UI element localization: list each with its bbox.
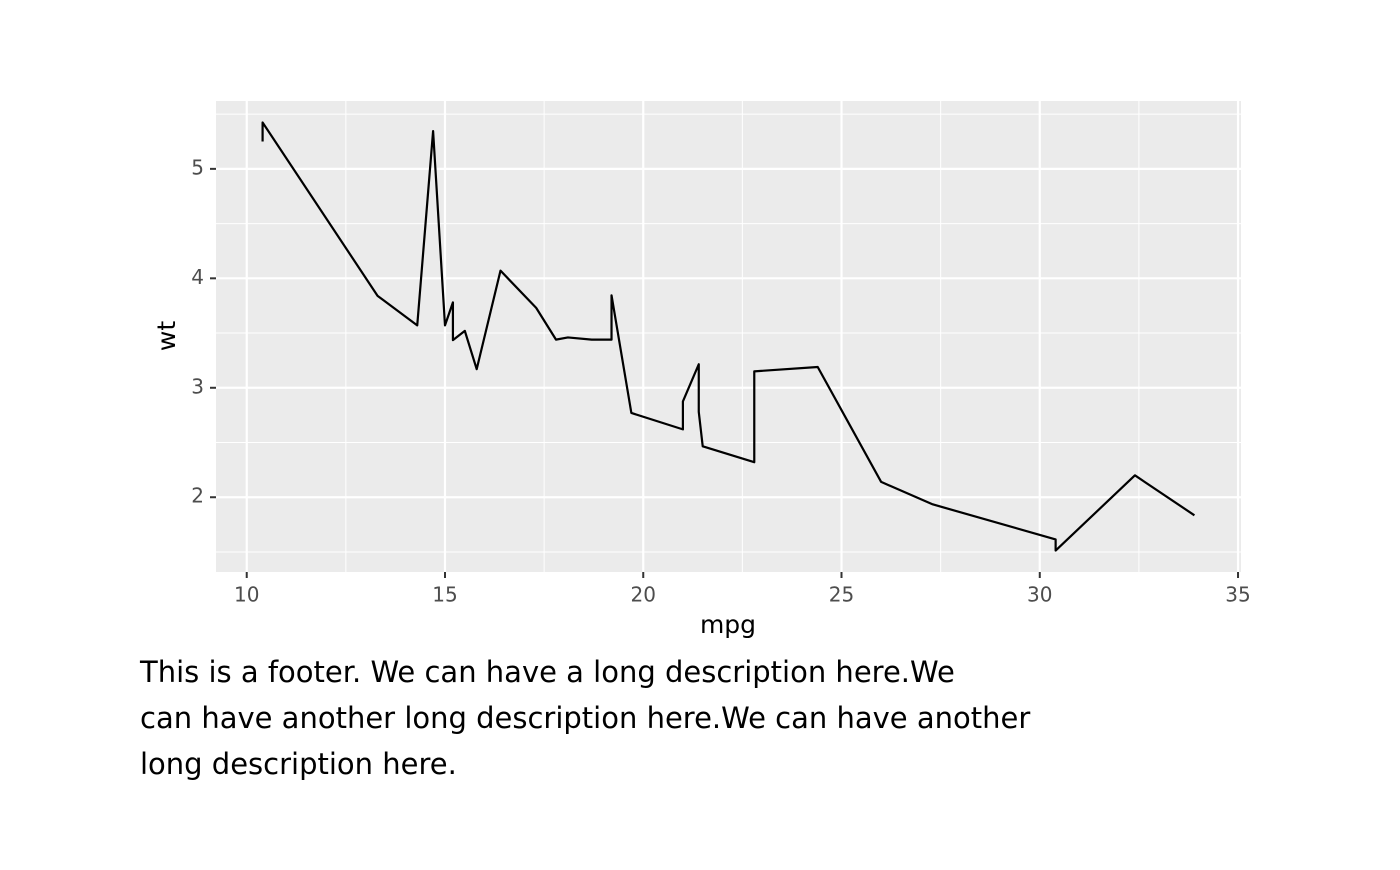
x-tick-label: 35 xyxy=(1225,583,1250,607)
x-tick-label: 20 xyxy=(631,583,656,607)
panel xyxy=(216,101,1241,572)
y-tick-label: 3 xyxy=(191,374,204,398)
x-axis-title: mpg xyxy=(700,610,756,639)
x-tick-label: 15 xyxy=(432,583,457,607)
y-axis-title: wt xyxy=(152,321,181,351)
x-tick-label: 30 xyxy=(1027,583,1052,607)
y-tick-label: 4 xyxy=(191,265,204,289)
footer-line: long description here. xyxy=(140,747,457,781)
data-line xyxy=(261,121,1196,552)
y-tick-label: 5 xyxy=(191,155,204,179)
footer-line: can have another long description here.W… xyxy=(140,701,1030,735)
y-tick-label: 2 xyxy=(191,484,204,508)
x-tick-label: 10 xyxy=(234,583,259,607)
x-tick-label: 25 xyxy=(829,583,854,607)
footer-line: This is a footer. We can have a long des… xyxy=(139,655,955,689)
